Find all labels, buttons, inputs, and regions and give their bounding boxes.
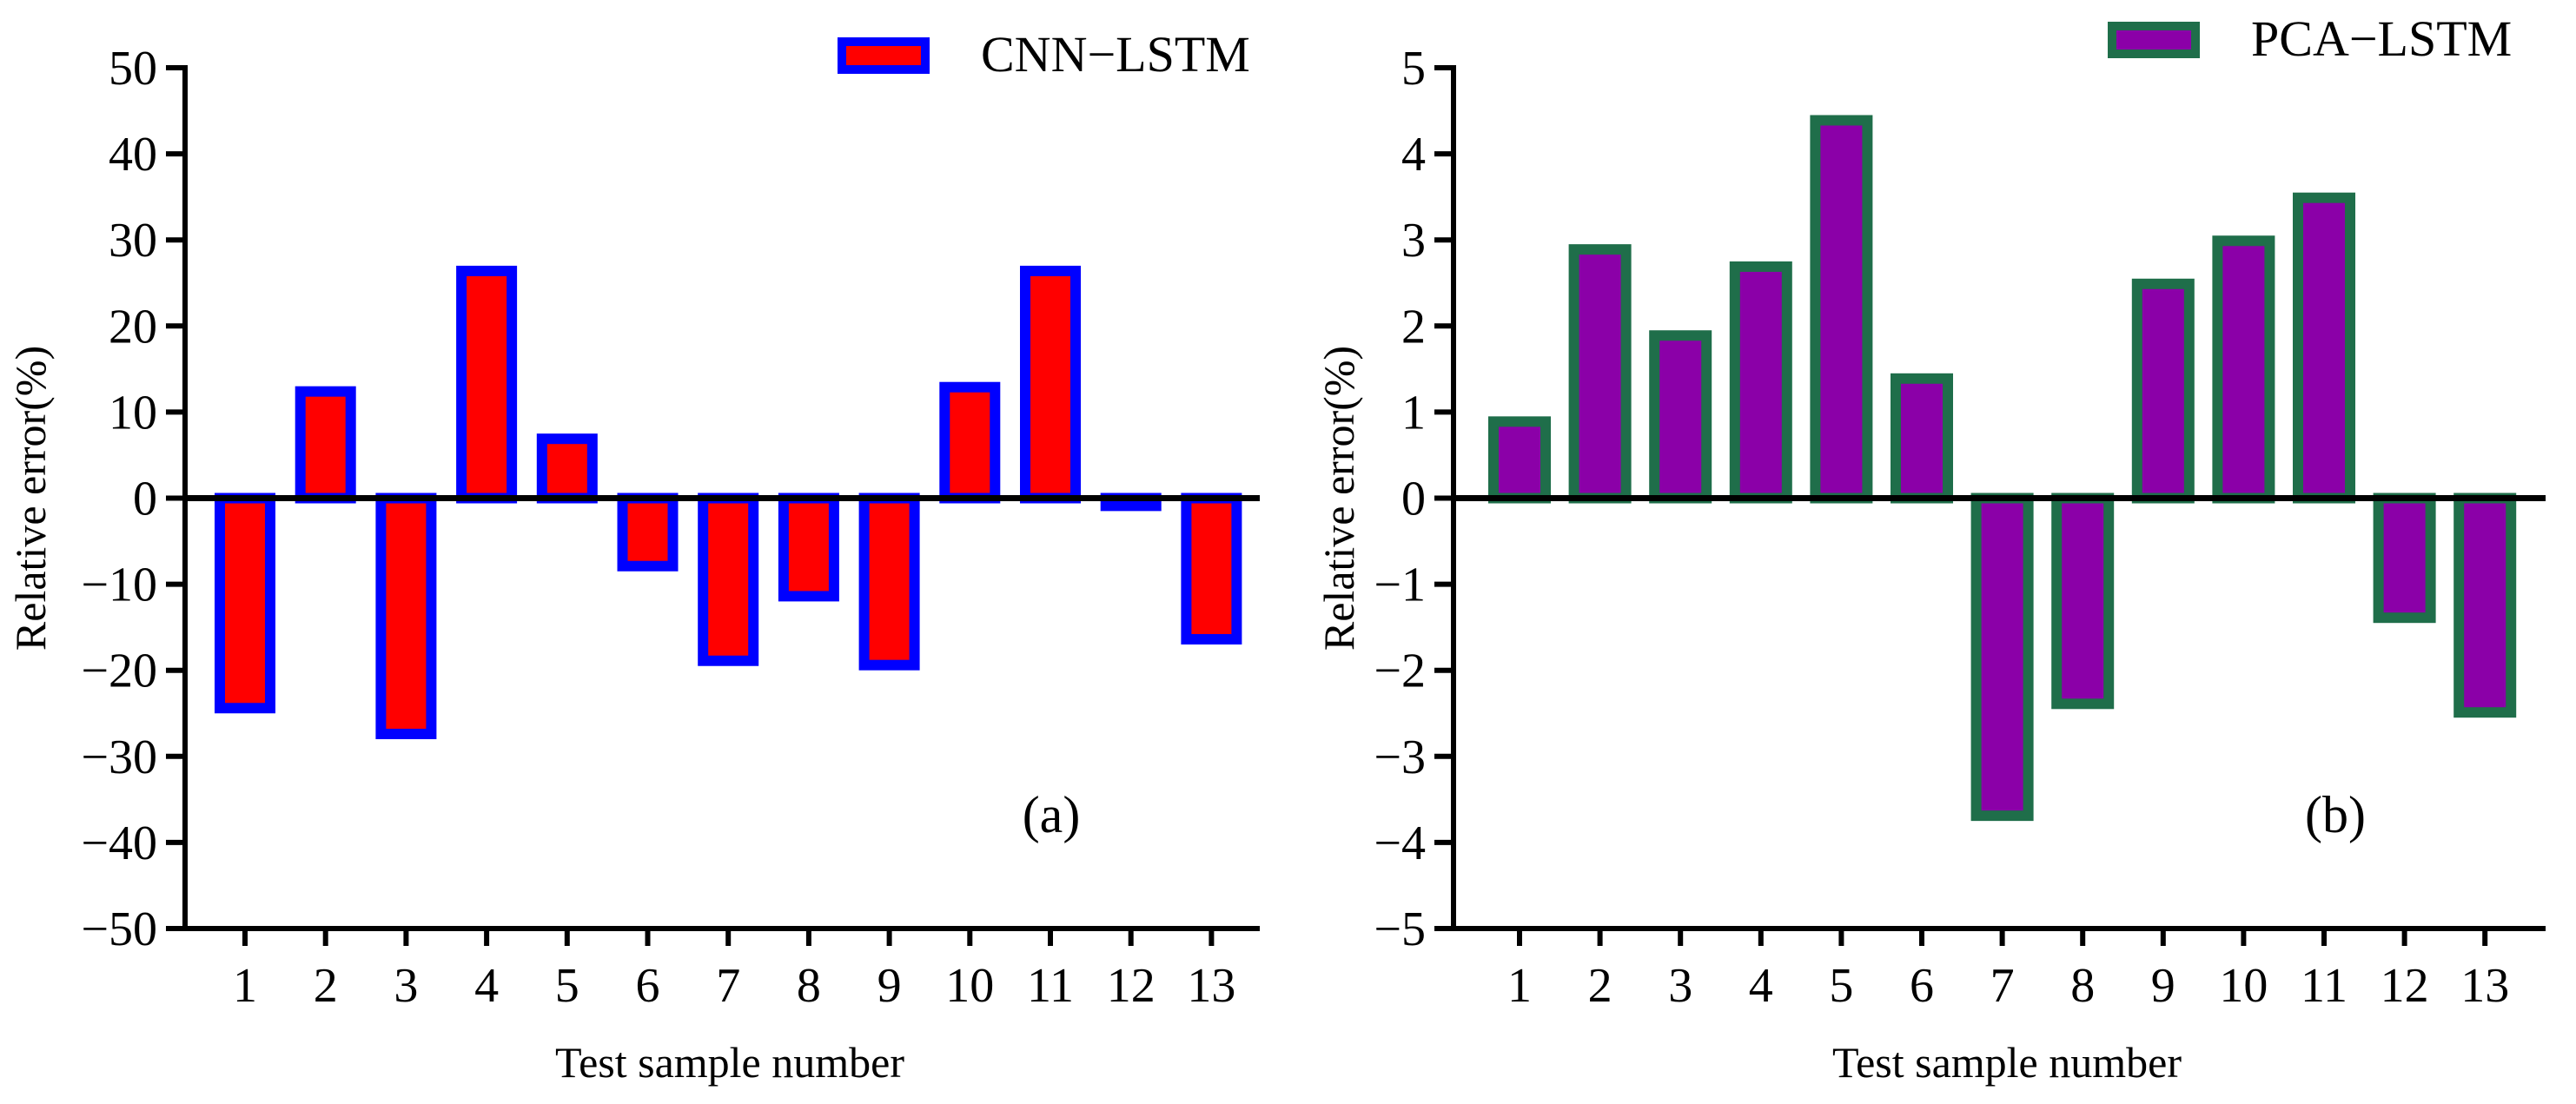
y-tick-label-a: 30 (109, 214, 157, 268)
y-tick-label-a: −10 (81, 559, 157, 612)
y-tick-label-b: 5 (1401, 42, 1426, 96)
y-tick-label-a: 40 (109, 128, 157, 182)
x-tick-label-a: 7 (716, 959, 740, 1013)
bar-b-13 (2453, 493, 2517, 718)
x-tick-label-b: 9 (2151, 959, 2175, 1013)
bar-b-10 (2212, 235, 2275, 504)
x-tick-label-b: 2 (1588, 959, 1612, 1013)
x-tick-label-b: 3 (1668, 959, 1692, 1013)
y-tick-label-b: −1 (1374, 559, 1426, 612)
bar-a-2 (295, 386, 356, 504)
y-tick-label-b: 3 (1401, 214, 1426, 268)
legend-swatch-b (2108, 22, 2200, 58)
x-tick-label-a: 11 (1027, 959, 1074, 1013)
bar-b-3 (1649, 330, 1712, 504)
bar-b-1 (1488, 416, 1551, 504)
x-tick-label-a: 1 (233, 959, 257, 1013)
x-tick-label-a: 13 (1187, 959, 1235, 1013)
bar-a-3 (375, 493, 437, 739)
legend-swatch-a (838, 37, 930, 74)
panel-tag-b: (b) (2305, 786, 2366, 843)
bar-a-11 (1020, 265, 1081, 504)
x-tick-label-a: 8 (797, 959, 821, 1013)
x-tick-label-b: 6 (1910, 959, 1934, 1013)
x-tick-label-b: 13 (2460, 959, 2509, 1013)
y-tick-label-a: 20 (109, 300, 157, 354)
y-tick-label-b: −3 (1374, 730, 1426, 784)
bar-b-2 (1568, 244, 1632, 504)
y-axis-title-b: Relative error(%) (1314, 346, 1363, 651)
y-axis-title-a: Relative error(%) (6, 346, 55, 651)
bar-b-6 (1891, 373, 1953, 504)
y-tick-label-a: −20 (81, 645, 157, 698)
bar-b-9 (2131, 278, 2195, 504)
y-tick-label-b: 4 (1401, 128, 1426, 182)
x-tick-label-b: 10 (2219, 959, 2268, 1013)
y-tick-label-b: 2 (1401, 300, 1426, 354)
x-tick-label-a: 5 (555, 959, 579, 1013)
bar-a-9 (858, 493, 920, 671)
legend-label-b: PCA−LSTM (2251, 10, 2512, 67)
y-tick-label-b: −5 (1374, 902, 1426, 956)
y-tick-label-a: −40 (81, 816, 157, 870)
y-ticks-a: 50 40 30 20 10 0 −10 −20 −30 −40 −50 (81, 42, 185, 956)
x-axis-title-a: Test sample number (555, 1038, 904, 1087)
y-tick-label-b: −2 (1374, 645, 1426, 698)
bar-b-8 (2051, 493, 2115, 710)
x-tick-label-b: 7 (1990, 959, 2015, 1013)
bar-a-4 (456, 265, 518, 504)
x-tick-label-b: 12 (2381, 959, 2429, 1013)
y-tick-label-b: 1 (1401, 386, 1426, 440)
y-ticks-b: 5 4 3 2 1 0 −1 −2 −3 −4 −5 (1374, 42, 1454, 956)
x-tick-label-b: 5 (1829, 959, 1853, 1013)
y-tick-label-a: −50 (81, 902, 157, 956)
x-ticks-b: 1 2 3 4 5 6 7 8 9 10 11 12 13 (1507, 929, 2509, 1013)
y-tick-label-b: 0 (1401, 473, 1426, 526)
bar-b-11 (2293, 192, 2355, 504)
legend-label-a: CNN−LSTM (981, 26, 1250, 83)
x-tick-label-b: 1 (1507, 959, 1532, 1013)
x-tick-label-a: 2 (314, 959, 338, 1013)
x-tick-label-b: 11 (2301, 959, 2348, 1013)
bar-a-10 (939, 381, 1001, 504)
y-tick-label-a: −30 (81, 730, 157, 784)
x-tick-label-a: 4 (474, 959, 499, 1013)
bar-b-4 (1729, 261, 1792, 504)
bars-a (215, 265, 1242, 739)
x-tick-label-b: 8 (2070, 959, 2095, 1013)
bar-b-12 (2373, 493, 2436, 624)
y-tick-label-a: 50 (109, 42, 157, 96)
bar-a-7 (698, 493, 759, 666)
y-tick-label-b: −4 (1374, 816, 1426, 870)
x-tick-label-a: 12 (1107, 959, 1156, 1013)
y-tick-label-a: 10 (109, 386, 157, 440)
x-tick-label-b: 4 (1749, 959, 1773, 1013)
x-tick-label-a: 9 (877, 959, 902, 1013)
x-tick-label-a: 3 (394, 959, 418, 1013)
panel-tag-a: (a) (1023, 786, 1081, 843)
bar-a-6 (617, 493, 679, 572)
x-axis-title-b: Test sample number (1832, 1038, 2182, 1087)
bar-a-8 (778, 493, 839, 602)
bar-a-13 (1181, 493, 1242, 645)
bars-b (1488, 115, 2517, 822)
x-tick-label-a: 6 (636, 959, 660, 1013)
x-tick-label-a: 10 (945, 959, 994, 1013)
y-tick-label-a: 0 (133, 473, 157, 526)
x-ticks-a: 1 2 3 4 5 6 7 8 9 10 11 12 13 (233, 929, 1235, 1013)
bar-a-5 (536, 433, 598, 504)
bar-b-7 (1970, 493, 2034, 822)
bar-b-5 (1810, 115, 1873, 504)
bar-a-1 (215, 493, 275, 714)
